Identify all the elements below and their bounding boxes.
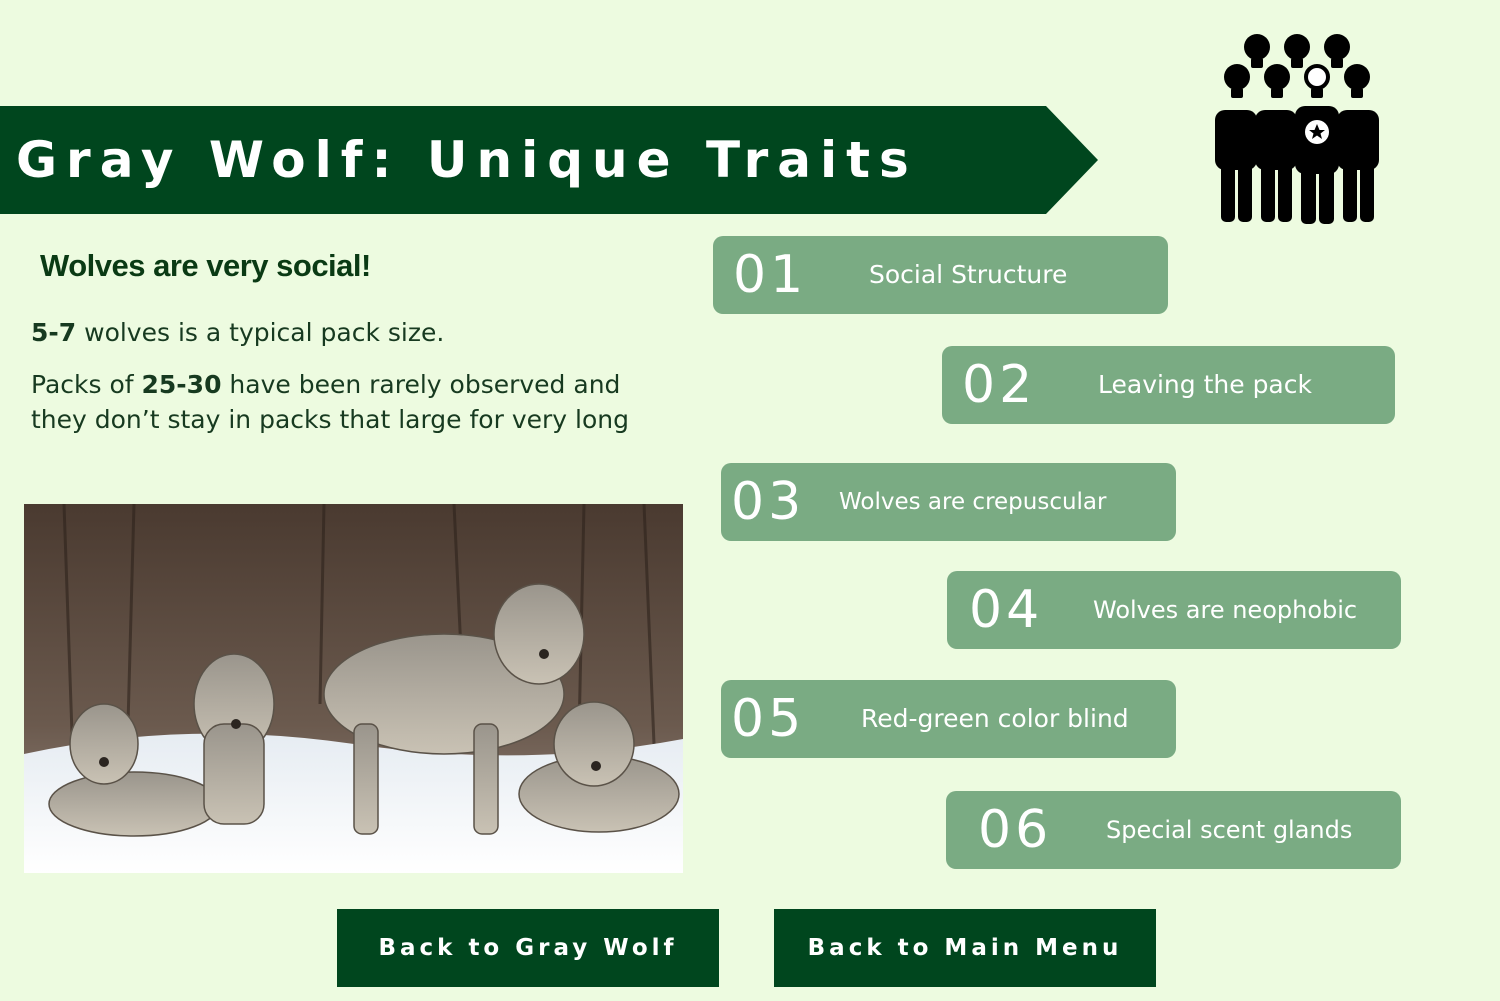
trait-label: Red-green color blind xyxy=(861,704,1129,733)
gray-wolf-pack-photo xyxy=(24,504,683,873)
lead-heading: Wolves are very social! xyxy=(40,248,371,283)
trait-item-05[interactable]: 05 Red-green color blind xyxy=(721,680,1176,758)
pack-size-rest: wolves is a typical pack size. xyxy=(76,318,445,347)
trait-number: 05 xyxy=(731,689,806,749)
trait-label: Wolves are crepuscular xyxy=(839,489,1107,515)
trait-number: 01 xyxy=(733,245,808,305)
trait-label: Special scent glands xyxy=(1106,816,1353,844)
trait-number: 04 xyxy=(969,580,1044,640)
trait-number: 06 xyxy=(978,800,1053,860)
pack-size-text: 5-7 wolves is a typical pack size. xyxy=(31,315,444,350)
trait-number: 03 xyxy=(731,472,806,532)
trait-item-03[interactable]: 03 Wolves are crepuscular xyxy=(721,463,1176,541)
back-to-main-menu-button[interactable]: Back to Main Menu xyxy=(774,909,1156,987)
trait-label: Leaving the pack xyxy=(1098,370,1312,399)
banner-arrow-shape xyxy=(0,106,1098,214)
large-pack-post: have been rarely observed and xyxy=(221,370,621,399)
pack-size-number: 5-7 xyxy=(31,318,77,347)
trait-item-02[interactable]: 02 Leaving the pack xyxy=(942,346,1395,424)
trait-item-01[interactable]: 01 Social Structure xyxy=(713,236,1168,314)
trait-label: Social Structure xyxy=(869,260,1068,289)
back-to-gray-wolf-button[interactable]: Back to Gray Wolf xyxy=(337,909,719,987)
large-pack-text: Packs of 25-30 have been rarely observed… xyxy=(31,367,629,437)
trait-number: 02 xyxy=(962,355,1037,415)
large-pack-line2: they don’t stay in packs that large for … xyxy=(31,405,629,434)
trait-item-06[interactable]: 06 Special scent glands xyxy=(946,791,1401,869)
large-pack-pre: Packs of xyxy=(31,370,142,399)
large-pack-number: 25-30 xyxy=(141,370,222,399)
trait-label: Wolves are neophobic xyxy=(1093,596,1358,624)
trait-item-04[interactable]: 04 Wolves are neophobic xyxy=(947,571,1401,649)
page-title: Gray Wolf: Unique Traits xyxy=(16,131,918,189)
team-lightbulb-icon xyxy=(1205,32,1390,227)
title-banner: Gray Wolf: Unique Traits xyxy=(0,106,1100,214)
